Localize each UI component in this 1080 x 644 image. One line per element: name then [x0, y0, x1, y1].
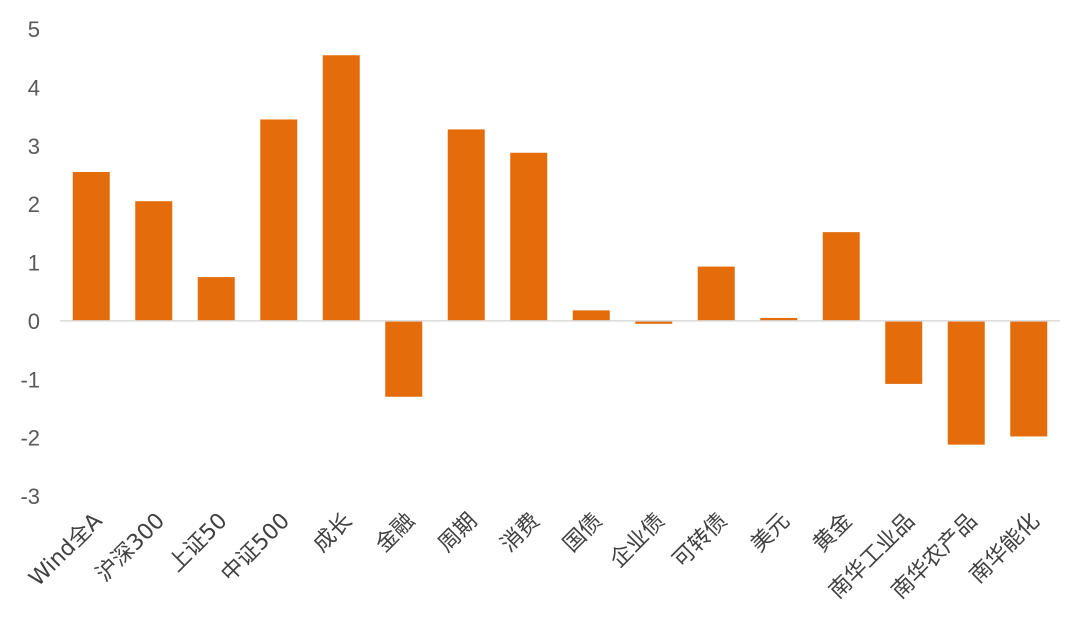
y-tick-label: 3	[28, 134, 40, 159]
bar	[885, 320, 923, 384]
y-tick-label: -3	[20, 484, 40, 509]
bar	[135, 201, 173, 321]
x-category-label: 可转债	[668, 509, 732, 573]
x-category-label: 企业债	[606, 509, 670, 573]
x-category-label: 沪深300	[92, 509, 170, 587]
x-category-label: 成长	[309, 509, 358, 558]
x-category-label: 美元	[746, 509, 795, 558]
y-tick-label: 1	[28, 251, 40, 276]
x-category-label: 中证500	[217, 509, 295, 587]
bar	[322, 55, 360, 321]
x-category-label: 南华能化	[965, 509, 1045, 589]
y-axis-tick-labels: 5 4 3 2 1 0 -1 -2 -3	[20, 17, 40, 509]
y-tick-label: 4	[28, 75, 40, 100]
bar	[197, 277, 235, 321]
bar	[260, 119, 298, 321]
y-tick-label: -1	[20, 367, 40, 392]
x-category-label: 金融	[371, 509, 420, 558]
bar	[1010, 320, 1048, 437]
bar	[447, 129, 485, 321]
bar	[572, 310, 610, 321]
y-tick-label: -2	[20, 426, 40, 451]
bar	[760, 317, 798, 321]
bar	[510, 152, 548, 321]
bar	[72, 172, 110, 321]
bars	[72, 55, 1048, 445]
y-tick-label: 5	[28, 17, 40, 42]
x-category-label: 国债	[559, 509, 608, 558]
bar	[947, 320, 985, 445]
bar	[385, 320, 423, 397]
x-category-label: 周期	[434, 509, 483, 558]
x-category-label: 黄金	[809, 509, 858, 558]
y-tick-label: 0	[28, 309, 40, 334]
bar	[822, 232, 860, 321]
y-tick-label: 2	[28, 192, 40, 217]
bar	[635, 320, 673, 324]
x-category-label: Wind全A	[25, 509, 108, 592]
bar	[697, 266, 735, 321]
x-category-label: 消费	[496, 509, 545, 558]
